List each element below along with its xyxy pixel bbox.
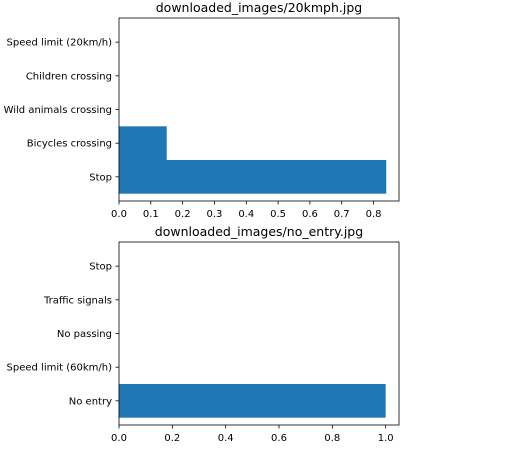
chart-title: downloaded_images/20kmph.jpg xyxy=(156,0,362,15)
y-tick-label: Speed limit (60km/h) xyxy=(7,363,113,374)
x-tick-label: 0.2 xyxy=(164,433,180,444)
x-tick-label: 0.8 xyxy=(324,433,340,444)
bar xyxy=(119,126,167,161)
x-tick-label: 0.1 xyxy=(143,209,159,220)
y-tick-label: Stop xyxy=(89,172,112,183)
x-tick-label: 0.0 xyxy=(111,433,127,444)
x-tick-label: 0.0 xyxy=(111,209,127,220)
y-tick-label: Stop xyxy=(89,262,112,273)
x-tick-label: 0.4 xyxy=(218,433,234,444)
bar xyxy=(119,160,387,194)
y-tick-label: No entry xyxy=(69,396,112,407)
chart-no-entry: downloaded_images/no_entry.jpg No entry Sp… xyxy=(7,224,400,444)
bar xyxy=(119,384,386,418)
chart-20kmph: downloaded_images/20kmph.jpg Stop Bicycles… xyxy=(4,0,400,220)
x-tick-label: 0.4 xyxy=(238,209,254,220)
y-tick-label: No passing xyxy=(57,329,112,340)
y-tick-label: Bicycles crossing xyxy=(27,139,112,150)
y-tick-label: Wild animals crossing xyxy=(4,105,112,116)
x-tick-label: 1.0 xyxy=(378,433,394,444)
x-tick-label: 0.7 xyxy=(334,209,350,220)
x-tick-label: 0.6 xyxy=(302,209,318,220)
x-tick-label: 0.5 xyxy=(270,209,286,220)
x-tick-label: 0.2 xyxy=(175,209,191,220)
y-tick-label: Speed limit (20km/h) xyxy=(7,38,113,49)
x-tick-label: 0.6 xyxy=(271,433,287,444)
x-tick-label: 0.8 xyxy=(366,209,382,220)
y-tick-label: Traffic signals xyxy=(43,295,112,306)
chart-title: downloaded_images/no_entry.jpg xyxy=(155,224,363,239)
x-tick-label: 0.3 xyxy=(207,209,223,220)
y-tick-label: Children crossing xyxy=(26,71,112,82)
